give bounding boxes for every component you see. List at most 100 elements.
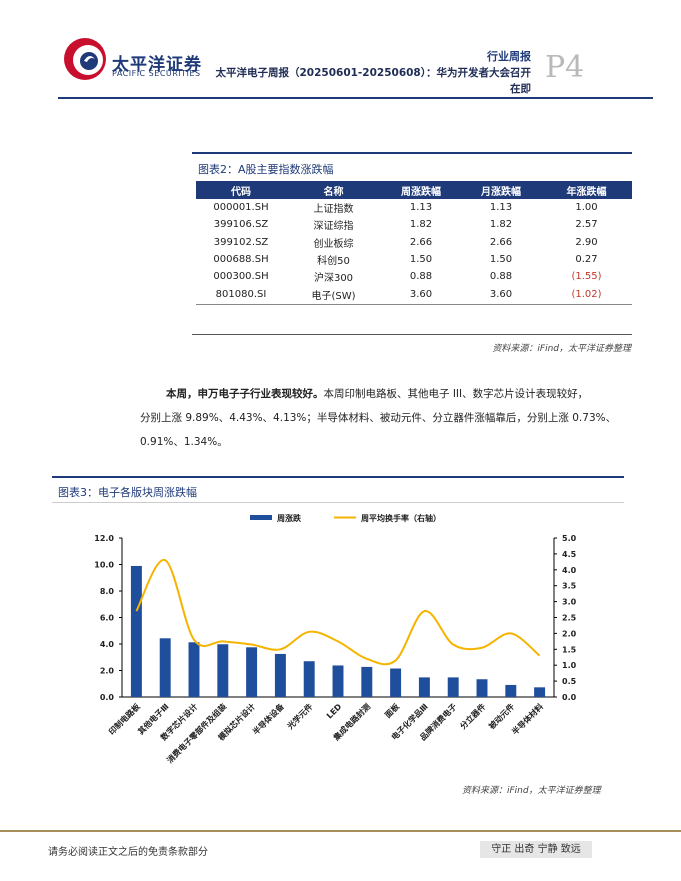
page-number: P4 [545,50,585,85]
legend-bar-label: 周涨跌 [277,513,302,523]
table-row: 000688.SH 科创50 1.50 1.50 0.27 [196,251,632,268]
y-right-tick-label: 0.5 [562,677,577,686]
table-row: 399106.SZ 深证综指 1.82 1.82 2.57 [196,216,632,233]
y-right-tick-label: 4.0 [562,566,577,575]
bar [476,679,488,697]
table-cell-negative: (1.55) [571,271,602,283]
bar [418,677,430,697]
table-cell: 1.82 [409,219,433,231]
table-cell: 2.90 [575,236,598,248]
bar [361,666,373,697]
x-tick-label: 半导体材料 [510,701,545,736]
figure3-top-rule [52,476,624,478]
turnover-line [135,559,541,666]
x-tick-label: 半导体设备 [250,701,286,737]
table-cell: 399106.SZ [213,219,269,231]
column-header: 代码 [196,181,286,199]
report-title-continued: 在即 [510,83,531,95]
paragraph-line: 分别上涨 9.89%、4.43%、4.13%；半导体材料、被动元件、分立器件涨幅… [140,412,617,424]
y-right-tick-label: 4.5 [562,550,577,559]
table-cell: 0.27 [575,254,598,266]
figure2-source: 资料来源：iFind，太平洋证券整理 [492,344,631,354]
table-cell: 801080.SI [215,288,267,300]
brand-name: 太平洋证券 [112,55,202,75]
table-cell: 2.66 [489,236,513,248]
figure3-source: 资料来源：iFind，太平洋证券整理 [462,786,601,796]
y-right-tick-label: 0.0 [562,693,577,702]
table-row: 000300.SH 沪深300 0.88 0.88 (1.55) [196,268,632,285]
column-header: 周涨跌幅 [381,181,461,199]
table-cell: 3.60 [489,288,513,300]
table-cell: 1.50 [409,254,433,266]
bar [332,665,344,697]
table-row: 000001.SH 上证指数 1.13 1.13 1.00 [196,199,632,216]
y-left-tick-label: 10.0 [94,561,114,570]
y-right-tick-label: 2.5 [562,614,577,623]
sector-weekly-change-chart: 0.0 2.0 4.0 6.0 8.0 10.0 12.0 0.0 0.5 1.0 1.5 2.0 2.… [94,513,577,765]
y-right-tick-label: 3.0 [562,598,577,607]
bar [217,644,229,697]
bar [447,677,459,697]
bar [274,653,286,697]
y-left-tick-label: 6.0 [100,614,115,623]
table-cell: 0.88 [489,271,513,283]
column-header: 名称 [286,181,381,199]
table-cell: 1.13 [489,202,513,214]
y-right-tick-label: 5.0 [562,534,577,543]
table-cell: 1.50 [489,254,513,266]
bar [159,638,171,697]
footer-divider [0,830,681,832]
table-cell: 1.82 [489,219,513,231]
paragraph-line: 本周，申万电子子行业表现较好。本周印制电路板、其他电子 III、数字芯片设计表现… [166,386,588,401]
table-cell: 创业板综 [313,238,354,250]
figure2-top-rule [192,152,632,154]
paragraph-text: 本周印制电路板、其他电子 III、数字芯片设计表现较好， [323,388,589,400]
index-performance-table: 代码 名称 周涨跌幅 月涨跌幅 年涨跌幅 000001.SH 上证指数 1.13… [196,181,632,303]
x-tick-label: 光学元件 [284,701,314,731]
table-cell: 2.57 [575,219,598,231]
legend-line-label: 周平均换手率（右轴） [361,513,441,523]
y-right-tick-label: 3.5 [562,582,577,591]
y-right-tick-label: 1.5 [562,645,577,654]
x-tick-label: 分立器件 [458,701,488,731]
bar [303,661,315,697]
report-title: 太平洋电子周报（20250601-20250608）：华为开发者大会召开 [215,67,531,79]
y-left-tick-label: 12.0 [94,534,114,543]
table-cell: 1.13 [409,202,433,214]
table-cell: 3.60 [409,288,433,300]
table-cell: 1.00 [575,202,598,214]
table-cell: 电子(SW) [311,290,356,302]
report-type: 行业周报 [487,50,531,63]
bar [390,668,402,697]
table-cell: 科创50 [317,256,350,268]
figure3-title-rule [52,502,624,503]
paragraph-line: 0.91%、1.34%。 [140,436,228,448]
table-header-row: 代码 名称 周涨跌幅 月涨跌幅 年涨跌幅 [196,181,632,199]
header-divider [58,97,653,99]
disclaimer-text: 请务必阅读正文之后的免责条款部分 [48,847,208,858]
table-cell: 399102.SZ [213,236,269,248]
bar [505,684,517,697]
bar [246,647,258,697]
table-cell: 0.88 [409,271,433,283]
table-cell: 2.66 [409,236,433,248]
column-header: 月涨跌幅 [461,181,541,199]
figure2-title: 图表2：A股主要指数涨跌幅 [198,163,334,176]
x-tick-label: 被动元件 [487,701,517,731]
brand-name-english: PACIFIC SECURITIES [112,69,201,78]
bar [188,642,200,697]
column-header: 年涨跌幅 [541,181,632,199]
table-cell: 沪深300 [313,273,354,285]
x-tick-label: 面板 [383,701,402,720]
table-row: 399102.SZ 创业板综 2.66 2.66 2.90 [196,234,632,251]
legend-bar-swatch [250,515,272,520]
table-cell: 000688.SH [213,254,269,266]
y-right-tick-label: 1.0 [562,661,577,670]
table-bottom-rule [196,304,632,305]
bar [130,565,142,697]
bar [534,687,546,697]
table-cell-negative: (1.02) [571,288,602,300]
table-cell: 深证综指 [313,221,354,233]
logo-core [80,52,98,70]
company-logo [64,38,106,80]
